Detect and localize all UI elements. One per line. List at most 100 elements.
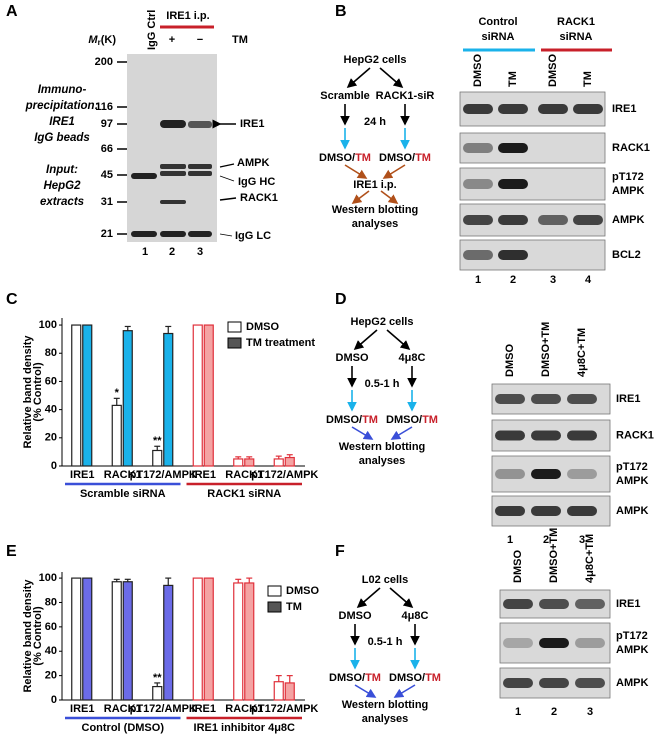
blot-band (531, 394, 561, 404)
bar (111, 581, 122, 701)
left-note: HepG2 (43, 180, 81, 192)
band-label: RACK1 (240, 192, 278, 204)
condition: 4μ8C (402, 610, 429, 622)
mr-sub: r (98, 38, 101, 47)
panel-label: F (335, 543, 345, 560)
row-label: AMPK (616, 644, 648, 656)
blot-band (539, 638, 569, 648)
row-label: RACK1 (612, 142, 650, 154)
category-label: IRE1 (70, 469, 94, 481)
drug: TM (422, 414, 438, 426)
gel (127, 54, 217, 242)
y-tick-label: 100 (39, 319, 57, 331)
row-label: AMPK (612, 214, 644, 226)
mr-label: Mr(K) (88, 34, 116, 47)
blot-band (463, 104, 493, 114)
bar (71, 577, 82, 701)
bar (203, 577, 214, 701)
vehicle: DMSO (379, 152, 412, 164)
legend-swatch (267, 601, 282, 613)
category-label: RACK1 (104, 469, 142, 481)
arrow (346, 67, 371, 89)
blot-band (495, 394, 525, 404)
blot-strip (459, 167, 606, 201)
vehicle: DMSO (386, 414, 419, 426)
mr-m: M (88, 34, 98, 46)
blot-band (498, 215, 528, 225)
group-header: siRNA (559, 31, 592, 43)
marker-label: 97 (101, 118, 113, 130)
vehicle: DMSO (329, 672, 362, 684)
significance: * (115, 387, 120, 399)
lane-number: 1 (515, 706, 521, 718)
row-label: AMPK (612, 185, 644, 197)
blot-band (573, 215, 603, 225)
left-note: IgG beads (34, 132, 90, 144)
arrow (389, 587, 414, 609)
row-label: IRE1 (616, 393, 640, 405)
band (131, 173, 157, 179)
condition: DMSO (339, 610, 372, 622)
condition: DMSO (336, 352, 369, 364)
category-label: pT172/AMPK (130, 469, 197, 481)
pointer (219, 175, 235, 182)
y-tick-label: 100 (39, 572, 57, 584)
band (160, 120, 186, 128)
legend-label: DMSO (286, 585, 319, 597)
bar (122, 581, 133, 701)
lane-label: DMSO+TM (548, 528, 560, 583)
blot-band (463, 143, 493, 153)
lane-label: 4μ8C+TM (576, 328, 588, 377)
arrow (382, 164, 406, 179)
legend-label: TM (286, 601, 302, 613)
marker-label: 66 (101, 143, 113, 155)
category-label: RACK1 (225, 469, 263, 481)
readout: analyses (362, 713, 408, 725)
arrow (344, 164, 368, 179)
blot-band (498, 104, 528, 114)
readout: Western blotting (339, 441, 426, 453)
bar (122, 330, 133, 467)
drug: TM (425, 672, 441, 684)
arrow (390, 426, 413, 440)
left-note: extracts (40, 196, 84, 208)
group-label: Scramble siRNA (80, 488, 166, 500)
row-label: pT172 (616, 461, 648, 473)
blot-band (567, 469, 597, 479)
pointer (219, 163, 235, 168)
arrow (354, 684, 377, 698)
lane-number: 3 (587, 706, 593, 718)
group-header: Control (478, 16, 517, 28)
separator: / (352, 152, 355, 164)
arrow (351, 190, 370, 204)
vehicle: DMSO (326, 414, 359, 426)
drug: TM (415, 152, 431, 164)
bar (111, 404, 122, 467)
bar (273, 458, 284, 467)
y-axis-label: (% Control) (32, 606, 44, 666)
blot-band (463, 215, 493, 225)
treatment: DMSO/TM (319, 152, 371, 164)
y-tick-label: 60 (45, 375, 57, 387)
row-label: AMPK (616, 475, 648, 487)
y-tick-label: 80 (45, 596, 57, 608)
bar (163, 332, 174, 467)
panel-label: C (6, 291, 18, 308)
marker-label: 116 (95, 101, 113, 113)
blot-band (463, 179, 493, 189)
bar (152, 685, 163, 701)
lane-label: DMSO (512, 550, 524, 583)
lane-label: 4μ8C+TM (584, 534, 596, 583)
blot-band (575, 678, 605, 688)
mr-unit: (K) (101, 34, 117, 46)
bar (163, 584, 174, 701)
blot-band (539, 599, 569, 609)
panel-label: D (335, 291, 347, 308)
lane-number: 2 (543, 534, 549, 546)
row-label: AMPK (616, 505, 648, 517)
significance: ** (153, 435, 162, 447)
y-tick-label: 80 (45, 347, 57, 359)
drug: TM (365, 672, 381, 684)
group-header: RACK1 (557, 16, 595, 28)
